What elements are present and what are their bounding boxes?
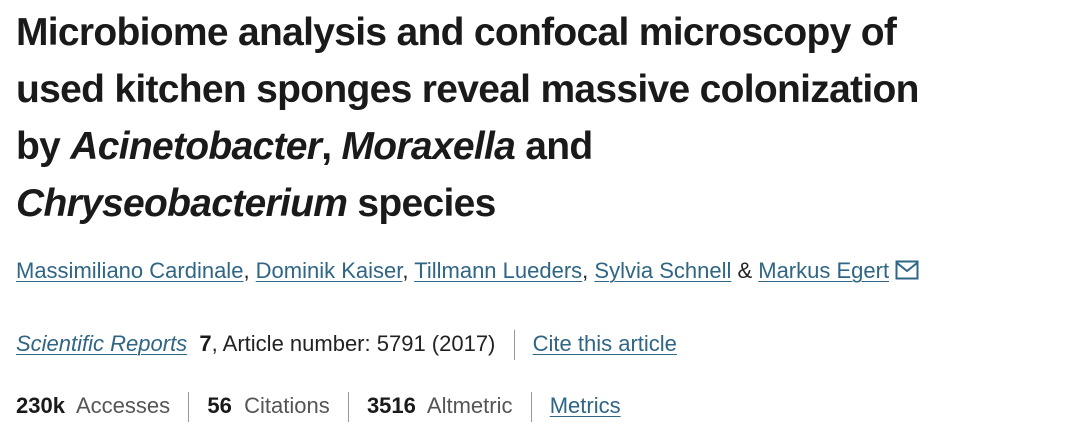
title-line: by Acinetobacter, Moraxella and [16,118,919,175]
metrics-bar: 230k Accesses 56 Citations 3516 Altmetri… [16,392,621,422]
author-list: Massimiliano Cardinale, Dominik Kaiser, … [16,258,919,286]
genus-name: Chryseobacterium [16,182,348,225]
article-number: , Article number: 5791 (2017) [211,330,496,356]
title-line: Chryseobacterium species [16,175,919,232]
divider [188,392,190,422]
title-text: by [16,125,71,168]
separator: , [243,258,256,283]
author-link[interactable]: Sylvia Schnell [594,258,732,283]
divider [347,392,349,422]
citation-line: Scientific Reports 7, Article number: 57… [16,330,677,360]
accesses-count: 230k [16,392,65,418]
author-link[interactable]: Tillmann Lueders [414,258,583,283]
title-text: , [321,125,342,168]
title-text: species [347,182,496,225]
author-link[interactable]: Dominik Kaiser [255,258,403,283]
genus-name: Moraxella [341,125,516,168]
accesses-label: Accesses [75,392,171,418]
title-text: and [515,125,593,168]
separator: , [402,258,415,283]
cite-article-link[interactable]: Cite this article [532,330,677,356]
divider [530,392,532,422]
title-line: used kitchen sponges reveal massive colo… [16,68,919,111]
journal-link[interactable]: Scientific Reports [16,331,187,356]
divider [513,330,515,360]
citations-count: 56 [207,392,232,418]
author-link[interactable]: Markus Egert [758,258,890,283]
separator: , [582,258,595,283]
journal-name: Scientific Reports [16,330,188,356]
envelope-icon[interactable] [895,260,919,286]
genus-name: Acinetobacter [70,125,322,168]
altmetric-label: Altmetric [426,392,513,418]
citations-label: Citations [244,392,330,418]
title-line: Microbiome analysis and confocal microsc… [16,11,897,54]
metrics-link[interactable]: Metrics [549,392,621,418]
altmetric-score: 3516 [366,392,416,418]
author-link[interactable]: Massimiliano Cardinale [16,258,244,283]
volume: 7 [199,330,212,356]
article-title: Microbiome analysis and confocal microsc… [16,4,919,232]
separator: & [731,258,759,283]
